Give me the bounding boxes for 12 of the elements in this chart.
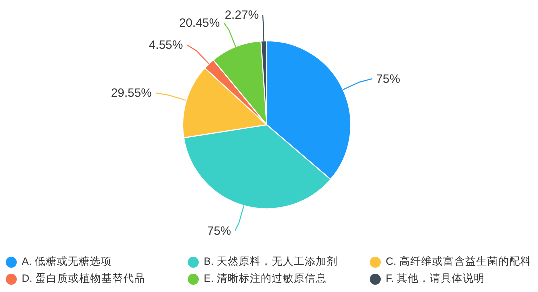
legend-label: C. 高纤维或富含益生菌的配料 xyxy=(386,255,532,269)
legend-label: A. 低糖或无糖选项 xyxy=(22,255,112,269)
legend-label: D. 蛋白质或植物基替代品 xyxy=(22,272,146,286)
data-label: 20.45% xyxy=(179,16,220,30)
data-label: 4.55% xyxy=(149,38,184,52)
legend-label: F. 其他，请具体说明 xyxy=(386,272,486,286)
data-label: 75% xyxy=(207,224,232,238)
data-label: 75% xyxy=(376,72,401,86)
legend-label: E. 清晰标注的过敏原信息 xyxy=(204,272,327,286)
data-label: 2.27% xyxy=(224,8,260,22)
data-label: 29.55% xyxy=(111,86,152,100)
legend-label: B. 天然原料，无人工添加剂 xyxy=(204,255,338,269)
